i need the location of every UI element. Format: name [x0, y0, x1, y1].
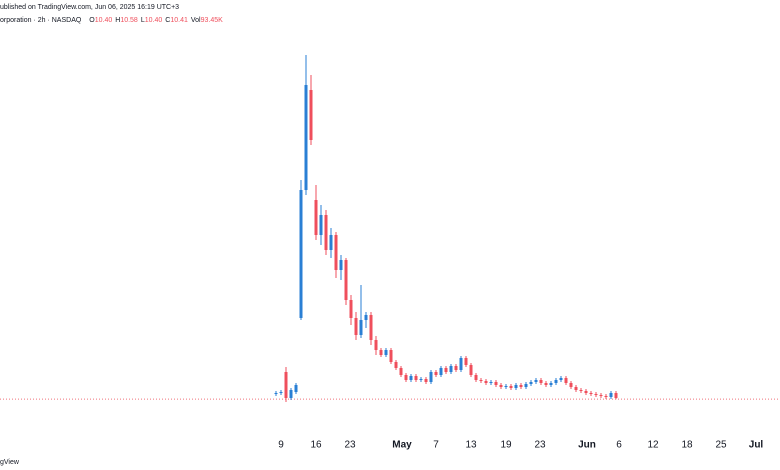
candle-body: [539, 380, 543, 383]
x-tick-label: 13: [465, 440, 477, 451]
candle-body: [399, 368, 403, 375]
candle-body: [284, 372, 288, 398]
legend-key: O: [89, 17, 95, 24]
candle-body: [594, 394, 598, 395]
candle-body: [344, 260, 348, 300]
legend-value: 10.40: [145, 17, 163, 24]
candle-body: [314, 200, 318, 235]
symbol: orporation · 2h · NASDAQ: [0, 17, 82, 24]
candle-body: [349, 300, 353, 318]
x-tick-label: 12: [647, 440, 659, 451]
symbol-legend: orporation · 2h · NASDAQ O10.40 H10.58 L10…: [0, 17, 223, 24]
candle-body: [544, 383, 548, 385]
legend-key: H: [115, 17, 120, 24]
candle-body: [609, 393, 613, 397]
candle-body: [584, 391, 588, 393]
legend-value: 10.58: [120, 17, 138, 24]
candle-body: [579, 390, 583, 391]
candle-body: [509, 386, 513, 388]
candle-body: [534, 380, 538, 382]
candle-body: [454, 366, 458, 370]
legend-value: 10.41: [170, 17, 188, 24]
candle-body: [324, 215, 328, 250]
candle-body: [419, 379, 423, 380]
candle-body: [474, 375, 478, 380]
candle-body: [434, 372, 438, 375]
candle-body: [464, 358, 468, 365]
x-tick-label: 23: [534, 440, 546, 451]
candle-body: [424, 379, 428, 382]
candle-body: [369, 315, 373, 340]
published-note: ublished on TradingView.com, Jun 06, 202…: [0, 4, 179, 11]
candle-body: [549, 383, 553, 385]
candle-body: [499, 385, 503, 387]
candle-body: [409, 376, 413, 380]
logo: gView: [0, 459, 20, 466]
legend-key: Vol: [191, 17, 201, 24]
candle-body: [299, 190, 303, 318]
candle-body: [414, 376, 418, 380]
x-tick-label: 25: [715, 440, 727, 451]
candle-body: [359, 320, 363, 335]
x-tick-label: 7: [433, 440, 439, 451]
candle-body: [589, 393, 593, 394]
candle-body: [519, 385, 523, 387]
candle-body: [504, 386, 508, 387]
candle-body: [489, 382, 493, 383]
candle-body: [319, 215, 323, 235]
x-tick-label: 9: [278, 440, 284, 451]
candle-body: [279, 392, 283, 393]
x-tick-label: Jul: [749, 440, 764, 451]
candle-body: [484, 381, 488, 383]
legend-value: 93.45K: [201, 17, 224, 24]
candle-body: [404, 375, 408, 380]
candle-body: [459, 358, 463, 370]
candle-body: [274, 393, 278, 394]
x-tick-label: May: [392, 440, 412, 451]
x-tick-label: 6: [616, 440, 622, 451]
candle-body: [339, 260, 343, 270]
x-tick-label: 16: [310, 440, 322, 451]
legend-value: 10.40: [95, 17, 113, 24]
candle-body: [329, 235, 333, 250]
candle-body: [569, 383, 573, 387]
candle-body: [469, 365, 473, 375]
candle-body: [444, 368, 448, 372]
candle-body: [614, 393, 618, 398]
candle-body: [294, 385, 298, 392]
x-tick-label: 23: [344, 440, 356, 451]
candle-body: [309, 90, 313, 140]
x-tick-label: Jun: [578, 440, 596, 451]
candle-body: [529, 382, 533, 384]
candle-body: [334, 235, 338, 270]
candle-body: [599, 395, 603, 396]
candle-body: [364, 315, 368, 320]
candle-body: [449, 366, 453, 372]
candle-body: [574, 387, 578, 390]
candle-body: [384, 350, 388, 355]
candle-body: [379, 350, 383, 355]
candle-body: [389, 350, 393, 362]
candle-body: [554, 380, 558, 383]
candle-body: [304, 85, 308, 190]
candle-body: [604, 396, 608, 397]
candle-body: [479, 380, 483, 381]
candle-body: [374, 340, 378, 350]
candle-body: [514, 385, 518, 388]
candle-body: [564, 378, 568, 383]
candle-body: [494, 382, 498, 385]
candle-body: [289, 390, 293, 398]
x-tick-label: 19: [500, 440, 512, 451]
candle-body: [354, 318, 358, 335]
candle-body: [559, 378, 563, 380]
candle-body: [429, 372, 433, 382]
candle-body: [439, 368, 443, 375]
candle-body: [524, 384, 528, 387]
legend-key: C: [165, 17, 170, 24]
legend-key: L: [141, 17, 145, 24]
x-tick-label: 18: [681, 440, 693, 451]
candle-body: [394, 362, 398, 368]
